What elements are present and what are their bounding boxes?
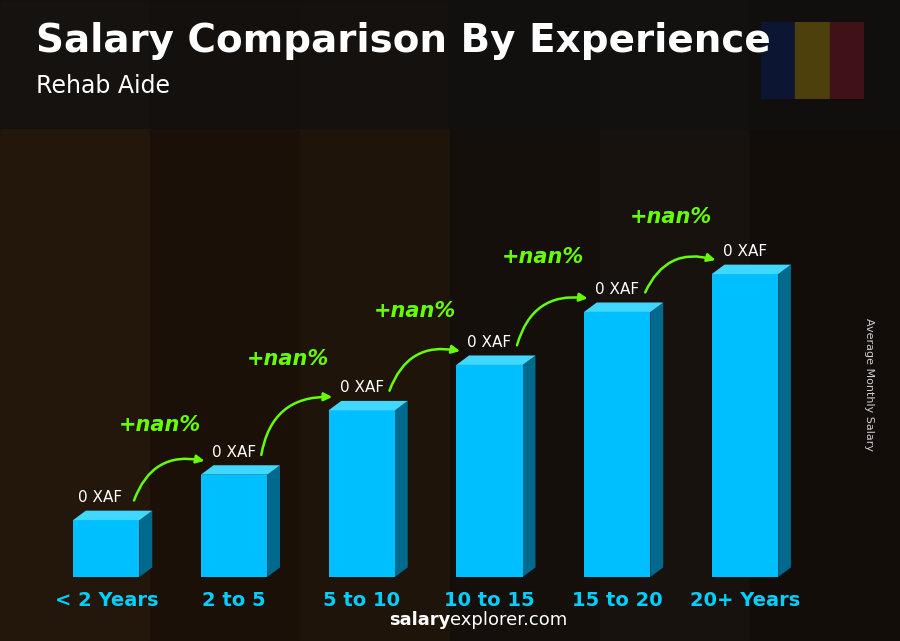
Text: 0 XAF: 0 XAF xyxy=(339,380,383,395)
Bar xyxy=(0,0,150,641)
Text: +nan%: +nan% xyxy=(119,415,201,435)
Text: 0 XAF: 0 XAF xyxy=(77,490,122,505)
Bar xyxy=(795,22,830,99)
Polygon shape xyxy=(328,401,408,410)
Polygon shape xyxy=(584,312,651,577)
Text: Salary Comparison By Experience: Salary Comparison By Experience xyxy=(36,22,770,60)
Polygon shape xyxy=(267,465,280,577)
Polygon shape xyxy=(201,475,267,577)
Polygon shape xyxy=(456,356,536,365)
Polygon shape xyxy=(651,303,663,577)
Text: 0 XAF: 0 XAF xyxy=(467,335,511,350)
Text: 0 XAF: 0 XAF xyxy=(723,244,767,259)
Text: +nan%: +nan% xyxy=(374,301,456,321)
Bar xyxy=(830,22,864,99)
Bar xyxy=(450,0,600,641)
Bar xyxy=(750,0,900,641)
Polygon shape xyxy=(523,356,536,577)
Text: Rehab Aide: Rehab Aide xyxy=(36,74,170,97)
Text: Average Monthly Salary: Average Monthly Salary xyxy=(863,318,874,451)
Bar xyxy=(150,0,300,641)
Text: 0 XAF: 0 XAF xyxy=(212,445,256,460)
Text: +nan%: +nan% xyxy=(630,207,712,227)
Text: salary: salary xyxy=(389,611,450,629)
Text: explorer.com: explorer.com xyxy=(450,611,567,629)
Bar xyxy=(600,0,750,641)
Polygon shape xyxy=(73,520,140,577)
Polygon shape xyxy=(395,401,408,577)
Polygon shape xyxy=(712,274,778,577)
Text: 0 XAF: 0 XAF xyxy=(595,282,639,297)
Polygon shape xyxy=(584,303,663,312)
Polygon shape xyxy=(201,465,280,475)
Polygon shape xyxy=(778,265,791,577)
Bar xyxy=(760,22,795,99)
Polygon shape xyxy=(456,365,523,577)
Text: +nan%: +nan% xyxy=(502,247,584,267)
Text: +nan%: +nan% xyxy=(247,349,328,369)
Bar xyxy=(300,0,450,641)
Polygon shape xyxy=(712,265,791,274)
Polygon shape xyxy=(328,410,395,577)
Polygon shape xyxy=(140,511,152,577)
Polygon shape xyxy=(73,511,152,520)
